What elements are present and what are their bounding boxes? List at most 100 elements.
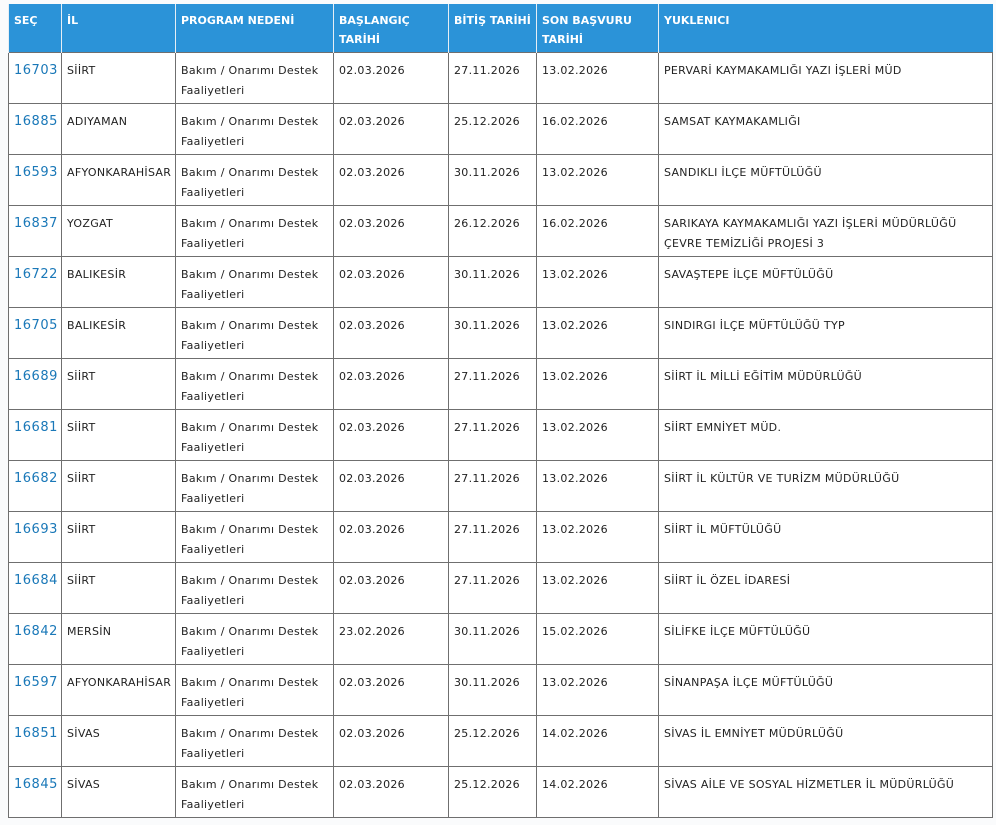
table-cell: SİVAS AİLE VE SOSYAL HİZMETLER İL MÜDÜRL… (658, 766, 993, 818)
table-cell: SİVAS İL EMNİYET MÜDÜRLÜĞÜ (658, 715, 993, 767)
select-id-link[interactable]: 16682 (8, 460, 62, 512)
table-cell: 13.02.2026 (536, 409, 659, 461)
table-cell: Bakım / Onarımı Destek Faaliyetleri (175, 103, 334, 155)
table-cell: Bakım / Onarımı Destek Faaliyetleri (175, 613, 334, 665)
table-cell: SİİRT (61, 358, 176, 410)
table-cell: Bakım / Onarımı Destek Faaliyetleri (175, 766, 334, 818)
table-cell: 02.03.2026 (333, 154, 449, 206)
select-id-link[interactable]: 16593 (8, 154, 62, 206)
table-row: 16722 BALIKESİR Bakım / Onarımı Destek Faa… (8, 256, 993, 308)
select-id-link[interactable]: 16885 (8, 103, 62, 155)
select-id-link[interactable]: 16851 (8, 715, 62, 767)
table-cell: 02.03.2026 (333, 562, 449, 614)
table-cell: 30.11.2026 (448, 154, 537, 206)
select-id-link[interactable]: 16689 (8, 358, 62, 410)
table-row: 16682 SİİRT Bakım / Onarımı Destek Faaliye… (8, 460, 993, 512)
table-cell: SİLİFKE İLÇE MÜFTÜLÜĞÜ (658, 613, 993, 665)
table-cell: SİİRT (61, 52, 176, 104)
table-row: 16689 SİİRT Bakım / Onarımı Destek Faaliye… (8, 358, 993, 410)
table-cell: 13.02.2026 (536, 307, 659, 359)
column-header[interactable]: SEÇ (8, 4, 62, 53)
table-row: 16705 BALIKESİR Bakım / Onarımı Destek Faa… (8, 307, 993, 359)
table-row: 16684 SİİRT Bakım / Onarımı Destek Faaliye… (8, 562, 993, 614)
table-cell: 13.02.2026 (536, 562, 659, 614)
table-cell: Bakım / Onarımı Destek Faaliyetleri (175, 358, 334, 410)
column-header[interactable]: YUKLENICI (658, 4, 993, 53)
table-cell: SİVAS (61, 715, 176, 767)
table-cell: SİİRT İL ÖZEL İDARESİ (658, 562, 993, 614)
table-cell: 02.03.2026 (333, 103, 449, 155)
table-cell: 25.12.2026 (448, 766, 537, 818)
table-row: 16703 SİİRT Bakım / Onarımı Destek Faaliye… (8, 52, 993, 104)
table-cell: SİİRT (61, 460, 176, 512)
column-header[interactable]: BAŞLANGIÇ TARİHİ (333, 4, 449, 53)
table-cell: 13.02.2026 (536, 511, 659, 563)
table-cell: Bakım / Onarımı Destek Faaliyetleri (175, 154, 334, 206)
table-cell: Bakım / Onarımı Destek Faaliyetleri (175, 460, 334, 512)
column-header[interactable]: BİTİŞ TARİHİ (448, 4, 537, 53)
column-header[interactable]: PROGRAM NEDENİ (175, 4, 334, 53)
table-cell: Bakım / Onarımı Destek Faaliyetleri (175, 205, 334, 257)
table-cell: AFYONKARAHİSAR (61, 664, 176, 716)
table-cell: 27.11.2026 (448, 511, 537, 563)
table-cell: SAVAŞTEPE İLÇE MÜFTÜLÜĞÜ (658, 256, 993, 308)
table-cell: 02.03.2026 (333, 205, 449, 257)
table-cell: 27.11.2026 (448, 562, 537, 614)
table-cell: 26.12.2026 (448, 205, 537, 257)
select-id-link[interactable]: 16705 (8, 307, 62, 359)
table-cell: 30.11.2026 (448, 613, 537, 665)
table-cell: SİİRT (61, 409, 176, 461)
select-id-link[interactable]: 16693 (8, 511, 62, 563)
select-id-link[interactable]: 16837 (8, 205, 62, 257)
table-cell: YOZGAT (61, 205, 176, 257)
table-cell: 25.12.2026 (448, 715, 537, 767)
table-cell: BALIKESİR (61, 307, 176, 359)
table-cell: 02.03.2026 (333, 307, 449, 359)
table-cell: SİNANPAŞA İLÇE MÜFTÜLÜĞÜ (658, 664, 993, 716)
table-cell: 23.02.2026 (333, 613, 449, 665)
table-cell: 16.02.2026 (536, 103, 659, 155)
table-cell: SİİRT İL KÜLTÜR VE TURİZM MÜDÜRLÜĞÜ (658, 460, 993, 512)
table-row: 16693 SİİRT Bakım / Onarımı Destek Faaliye… (8, 511, 993, 563)
table-cell: 02.03.2026 (333, 766, 449, 818)
select-id-link[interactable]: 16597 (8, 664, 62, 716)
table-cell: AFYONKARAHİSAR (61, 154, 176, 206)
table-cell: SINDIRGI İLÇE MÜFTÜLÜĞÜ TYP (658, 307, 993, 359)
table-cell: 30.11.2026 (448, 307, 537, 359)
select-id-link[interactable]: 16722 (8, 256, 62, 308)
table-cell: 02.03.2026 (333, 511, 449, 563)
table-cell: Bakım / Onarımı Destek Faaliyetleri (175, 715, 334, 767)
table-cell: 02.03.2026 (333, 358, 449, 410)
table-row: 16593 AFYONKARAHİSAR Bakım / Onarımı Deste… (8, 154, 993, 206)
table-row: 16885 ADIYAMAN Bakım / Onarımı Destek Faal… (8, 103, 993, 155)
table-cell: BALIKESİR (61, 256, 176, 308)
table-cell: 25.12.2026 (448, 103, 537, 155)
table-cell: 02.03.2026 (333, 409, 449, 461)
table-cell: 27.11.2026 (448, 409, 537, 461)
table-cell: SARIKAYA KAYMAKAMLIĞI YAZI İŞLERİ MÜDÜRL… (658, 205, 993, 257)
table-cell: 13.02.2026 (536, 154, 659, 206)
table-row: 16851 SİVAS Bakım / Onarımı Destek Faaliye… (8, 715, 993, 767)
table-cell: 16.02.2026 (536, 205, 659, 257)
table-cell: 14.02.2026 (536, 766, 659, 818)
select-id-link[interactable]: 16703 (8, 52, 62, 104)
table-cell: 13.02.2026 (536, 460, 659, 512)
select-id-link[interactable]: 16845 (8, 766, 62, 818)
table-cell: 13.02.2026 (536, 358, 659, 410)
column-header[interactable]: İL (61, 4, 176, 53)
table-cell: PERVARİ KAYMAKAMLIĞI YAZI İŞLERİ MÜD (658, 52, 993, 104)
table-cell: MERSİN (61, 613, 176, 665)
column-header[interactable]: SON BAŞVURU TARİHİ (536, 4, 659, 53)
select-id-link[interactable]: 16684 (8, 562, 62, 614)
header-row: SEÇ İL PROGRAM NEDENİ BAŞLANGIÇ TARİHİ BİTİŞ… (8, 4, 993, 53)
table-cell: 13.02.2026 (536, 256, 659, 308)
table-row: 16837 YOZGAT Bakım / Onarımı Destek Faaliy… (8, 205, 993, 257)
table-cell: Bakım / Onarımı Destek Faaliyetleri (175, 409, 334, 461)
table-row: 16845 SİVAS Bakım / Onarımı Destek Faaliye… (8, 766, 993, 818)
table-cell: ADIYAMAN (61, 103, 176, 155)
table-cell: Bakım / Onarımı Destek Faaliyetleri (175, 307, 334, 359)
select-id-link[interactable]: 16842 (8, 613, 62, 665)
results-table: SEÇ İL PROGRAM NEDENİ BAŞLANGIÇ TARİHİ BİTİŞ… (8, 4, 993, 818)
select-id-link[interactable]: 16681 (8, 409, 62, 461)
